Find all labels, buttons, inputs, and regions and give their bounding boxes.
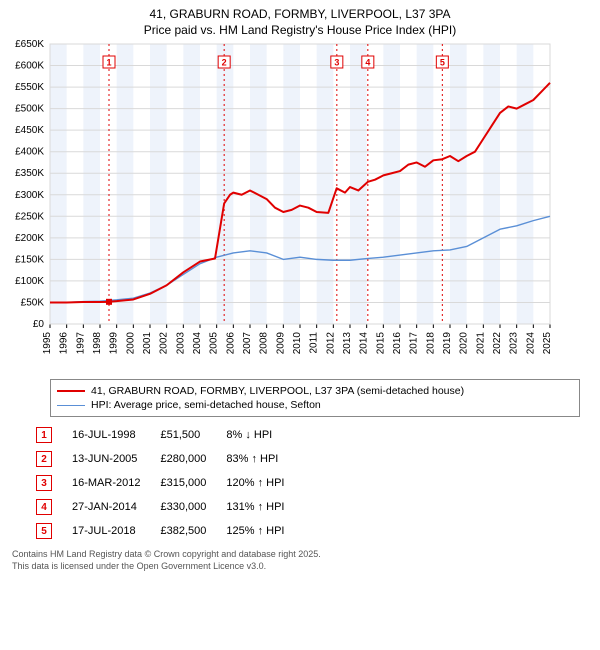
svg-text:2005: 2005: [209, 332, 220, 355]
sale-date: 16-JUL-1998: [66, 423, 154, 447]
svg-text:£450K: £450K: [15, 126, 44, 137]
sales-table: 116-JUL-1998£51,5008% ↓ HPI213-JUN-2005£…: [30, 423, 298, 543]
svg-text:2025: 2025: [542, 332, 553, 355]
title-line-1: 41, GRABURN ROAD, FORMBY, LIVERPOOL, L37…: [0, 6, 600, 22]
legend-label-hpi: HPI: Average price, semi-detached house,…: [91, 399, 321, 411]
svg-text:2011: 2011: [309, 332, 320, 354]
sale-price: £315,000: [154, 471, 220, 495]
svg-text:2003: 2003: [175, 332, 186, 355]
svg-text:5: 5: [440, 58, 445, 68]
svg-text:2007: 2007: [242, 332, 253, 355]
svg-text:4: 4: [365, 58, 370, 68]
footer-line-1: Contains HM Land Registry data © Crown c…: [12, 549, 580, 561]
legend: 41, GRABURN ROAD, FORMBY, LIVERPOOL, L37…: [50, 379, 580, 417]
sale-price: £280,000: [154, 447, 220, 471]
svg-text:2013: 2013: [342, 332, 353, 355]
svg-text:2019: 2019: [442, 332, 453, 355]
table-row: 3 16-MAR-2012£315,000120% ↑ HPI: [30, 471, 298, 495]
svg-text:£200K: £200K: [15, 233, 44, 244]
svg-text:£0: £0: [33, 319, 45, 330]
svg-text:£550K: £550K: [15, 82, 44, 93]
sale-price: £382,500: [154, 519, 220, 543]
price-chart: £0 £50K £100K £150K £200K £250K £300K £350K £400…: [0, 38, 600, 373]
sale-marker-icon: 5: [36, 523, 52, 539]
svg-text:3: 3: [334, 58, 339, 68]
svg-text:£50K: £50K: [21, 298, 45, 309]
svg-text:2015: 2015: [375, 332, 386, 355]
legend-label-price: 41, GRABURN ROAD, FORMBY, LIVERPOOL, L37…: [91, 385, 464, 397]
svg-text:1: 1: [106, 58, 111, 68]
sale-delta: 131% ↑ HPI: [220, 495, 298, 519]
sale-date: 27-JAN-2014: [66, 495, 154, 519]
svg-text:£350K: £350K: [15, 169, 44, 180]
svg-text:1997: 1997: [75, 332, 86, 355]
table-row: 1 16-JUL-1998£51,5008% ↓ HPI: [30, 423, 298, 447]
svg-text:2023: 2023: [509, 332, 520, 355]
title-line-2: Price paid vs. HM Land Registry's House …: [0, 22, 600, 38]
svg-text:2: 2: [222, 58, 227, 68]
svg-text:1996: 1996: [59, 332, 70, 355]
sale-delta: 120% ↑ HPI: [220, 471, 298, 495]
svg-text:£400K: £400K: [15, 147, 44, 158]
svg-text:2017: 2017: [409, 332, 420, 355]
svg-text:£250K: £250K: [15, 212, 44, 223]
svg-text:1998: 1998: [92, 332, 103, 355]
svg-text:1999: 1999: [109, 332, 120, 355]
svg-text:2018: 2018: [425, 332, 436, 355]
svg-text:2006: 2006: [225, 332, 236, 355]
svg-text:£150K: £150K: [15, 255, 44, 266]
sale-marker-icon: 1: [36, 427, 52, 443]
sale-marker-icon: 3: [36, 475, 52, 491]
svg-text:2016: 2016: [392, 332, 403, 355]
svg-text:2014: 2014: [359, 332, 370, 355]
svg-text:2012: 2012: [325, 332, 336, 355]
sale-price: £51,500: [154, 423, 220, 447]
svg-text:2008: 2008: [259, 332, 270, 355]
svg-text:£600K: £600K: [15, 61, 44, 72]
table-row: 5 17-JUL-2018£382,500125% ↑ HPI: [30, 519, 298, 543]
svg-text:2020: 2020: [459, 332, 470, 355]
sale-delta: 83% ↑ HPI: [220, 447, 298, 471]
svg-text:2004: 2004: [192, 332, 203, 355]
svg-text:2002: 2002: [159, 332, 170, 355]
footer-line-2: This data is licensed under the Open Gov…: [12, 561, 580, 573]
svg-text:2000: 2000: [125, 332, 136, 355]
svg-text:£500K: £500K: [15, 104, 44, 115]
svg-text:2009: 2009: [275, 332, 286, 355]
svg-text:2024: 2024: [525, 332, 536, 355]
table-row: 2 13-JUN-2005£280,00083% ↑ HPI: [30, 447, 298, 471]
sale-marker-icon: 2: [36, 451, 52, 467]
svg-text:£100K: £100K: [15, 276, 44, 287]
table-row: 4 27-JAN-2014£330,000131% ↑ HPI: [30, 495, 298, 519]
svg-text:£650K: £650K: [15, 39, 44, 50]
sale-delta: 8% ↓ HPI: [220, 423, 298, 447]
svg-text:2021: 2021: [475, 332, 486, 355]
sale-marker-icon: 4: [36, 499, 52, 515]
sale-date: 16-MAR-2012: [66, 471, 154, 495]
sale-date: 17-JUL-2018: [66, 519, 154, 543]
svg-text:2010: 2010: [292, 332, 303, 355]
svg-text:2001: 2001: [142, 332, 153, 355]
svg-text:£300K: £300K: [15, 190, 44, 201]
sale-date: 13-JUN-2005: [66, 447, 154, 471]
legend-swatch-hpi: [57, 405, 85, 406]
legend-swatch-price: [57, 390, 85, 392]
sale-price: £330,000: [154, 495, 220, 519]
sale-delta: 125% ↑ HPI: [220, 519, 298, 543]
svg-text:1995: 1995: [42, 332, 53, 355]
svg-text:2022: 2022: [492, 332, 503, 355]
